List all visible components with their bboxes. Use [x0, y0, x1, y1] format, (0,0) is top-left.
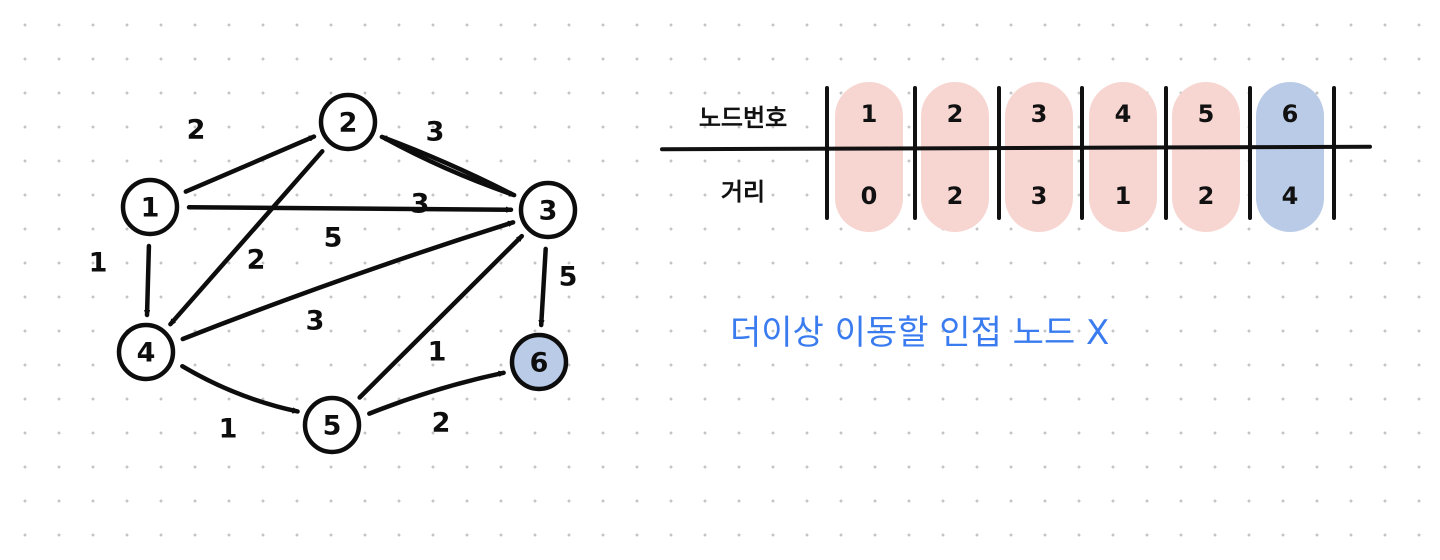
edge-weight-5-to-3: 1	[428, 337, 447, 368]
table-divider	[1248, 86, 1252, 220]
node-4: 4	[116, 322, 176, 382]
edge-weight-3-to-2: 3	[411, 189, 430, 220]
row-label-distance: 거리	[720, 178, 766, 206]
node-2: 2	[318, 92, 378, 152]
node-1-circle	[120, 177, 180, 237]
edge-3-to-6	[538, 246, 548, 328]
table-distance-value: 1	[1114, 182, 1132, 210]
table-divider	[1080, 86, 1084, 220]
edge-1-to-2	[183, 134, 317, 194]
edge-weight-1-to-2: 2	[187, 115, 206, 146]
edge-1-to-4	[144, 243, 152, 318]
edge-4-to-3	[180, 220, 516, 342]
node-1-label: 1	[141, 193, 160, 224]
edge-5-to-3	[357, 233, 525, 400]
edge-weight-2-to-3: 3	[426, 117, 445, 148]
node-3-circle	[518, 180, 578, 240]
table-distance-value: 3	[1030, 182, 1048, 210]
node-1: 1	[120, 177, 180, 237]
node-2-circle	[318, 92, 378, 152]
edge-weight-4-to-3: 3	[306, 306, 325, 337]
table-distance-value: 2	[1197, 182, 1215, 210]
table-divider	[1164, 86, 1168, 220]
edge-weight-3-to-6: 5	[559, 262, 578, 293]
table-node-number: 1	[860, 100, 878, 128]
table-distance-value: 2	[946, 182, 964, 210]
node-6-circle	[509, 332, 569, 392]
table-divider	[1332, 86, 1336, 220]
row-label-node: 노드번호	[698, 104, 788, 132]
table-node-number: 6	[1281, 100, 1299, 128]
table-divider	[825, 86, 829, 220]
table-node-number: 4	[1114, 100, 1132, 128]
table-node-number: 5	[1197, 100, 1215, 128]
table-node-number: 3	[1030, 100, 1048, 128]
edge-5-to-6	[367, 370, 506, 416]
node-5: 5	[302, 395, 362, 455]
edge-4-to-5	[180, 363, 300, 414]
node-6: 6	[509, 332, 569, 392]
node-3-label: 3	[539, 196, 558, 227]
table-node-number: 2	[946, 100, 964, 128]
edge-weight-4-to-5: 1	[219, 414, 238, 445]
graph-diagram: 2 5 1 3 3 2 3 1 1 2 5 1 2 3 4 5 6	[89, 92, 578, 455]
edge-1-to-3	[186, 205, 514, 213]
node-4-label: 4	[137, 338, 156, 369]
node-5-circle	[302, 395, 362, 455]
node-6-label: 6	[530, 348, 549, 379]
node-3: 3	[518, 180, 578, 240]
edge-2-to-4	[168, 149, 325, 327]
edge-weight-5-to-6: 2	[432, 408, 451, 439]
note-text: 더이상 이동할 인접 노드 X	[730, 313, 1110, 353]
table-divider	[913, 86, 917, 220]
node-2-label: 2	[339, 108, 358, 139]
node-5-label: 5	[323, 411, 342, 442]
table-distance-value: 4	[1281, 182, 1299, 210]
edge-weight-2-to-4: 2	[247, 245, 266, 276]
node-4-circle	[116, 322, 176, 382]
edge-3-to-2	[379, 134, 515, 197]
edge-weight-1-to-4: 1	[89, 248, 108, 279]
table-divider	[997, 86, 1001, 220]
edge-weight-1-to-3: 5	[324, 223, 343, 254]
table-distance-value: 0	[860, 182, 878, 210]
